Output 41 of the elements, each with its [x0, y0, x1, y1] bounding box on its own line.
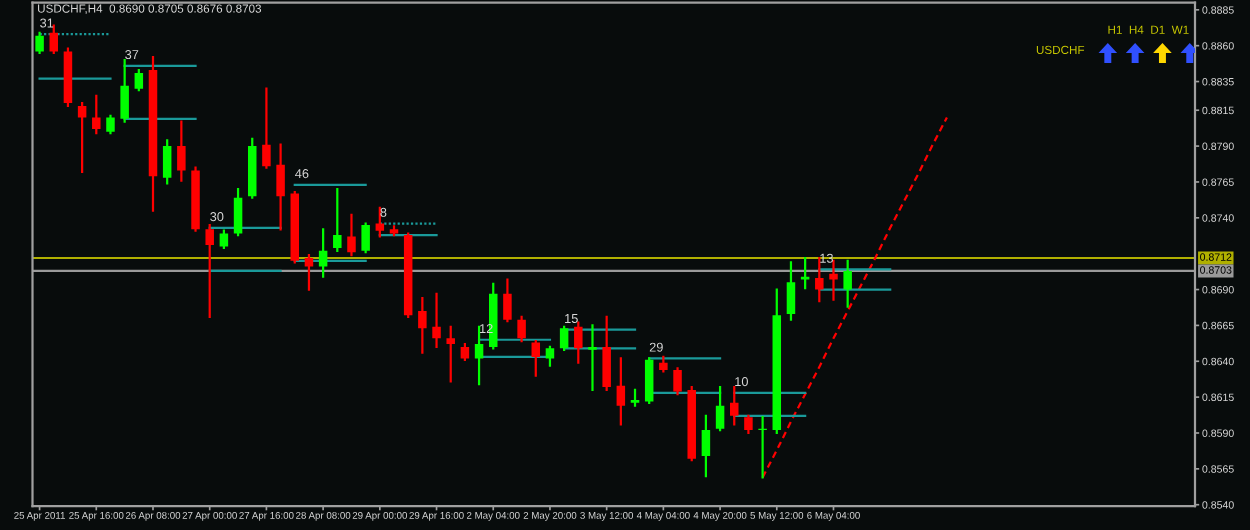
candlestick — [177, 120, 186, 182]
candlestick — [120, 58, 129, 123]
candlestick — [418, 297, 427, 354]
candlestick — [574, 321, 583, 364]
candlestick — [262, 87, 271, 169]
candlestick — [517, 315, 526, 343]
candlestick — [162, 139, 172, 185]
candlestick — [92, 94, 101, 135]
candlestick — [77, 101, 87, 174]
candlestick — [474, 325, 484, 386]
candlestick — [333, 188, 342, 252]
candlestick — [531, 340, 541, 377]
line-series — [761, 116, 949, 479]
candlestick — [35, 31, 44, 54]
candlestick — [233, 188, 243, 237]
candlestick — [49, 24, 59, 54]
candlestick — [304, 254, 314, 291]
candlestick — [730, 385, 739, 426]
candlestick — [318, 228, 328, 278]
candlestick — [347, 213, 356, 257]
candlestick — [701, 414, 711, 478]
candlestick — [559, 325, 569, 351]
candlestick — [276, 143, 285, 231]
candlestick — [205, 223, 214, 318]
candlestick — [446, 325, 455, 383]
candlestick — [715, 385, 725, 432]
candlestick — [815, 256, 824, 303]
candlestick — [432, 292, 441, 349]
candlestick — [588, 324, 597, 392]
candlestick — [503, 278, 512, 323]
candlestick — [361, 222, 370, 254]
candlestick — [829, 259, 838, 301]
candlestick — [800, 256, 810, 290]
candlestick — [134, 68, 144, 92]
candlestick — [843, 259, 852, 308]
candlestick — [644, 357, 654, 404]
candlestick — [545, 345, 555, 367]
candlestick — [673, 367, 682, 396]
candlestick — [786, 261, 796, 321]
candlestick — [602, 315, 611, 392]
candlestick — [616, 357, 626, 426]
